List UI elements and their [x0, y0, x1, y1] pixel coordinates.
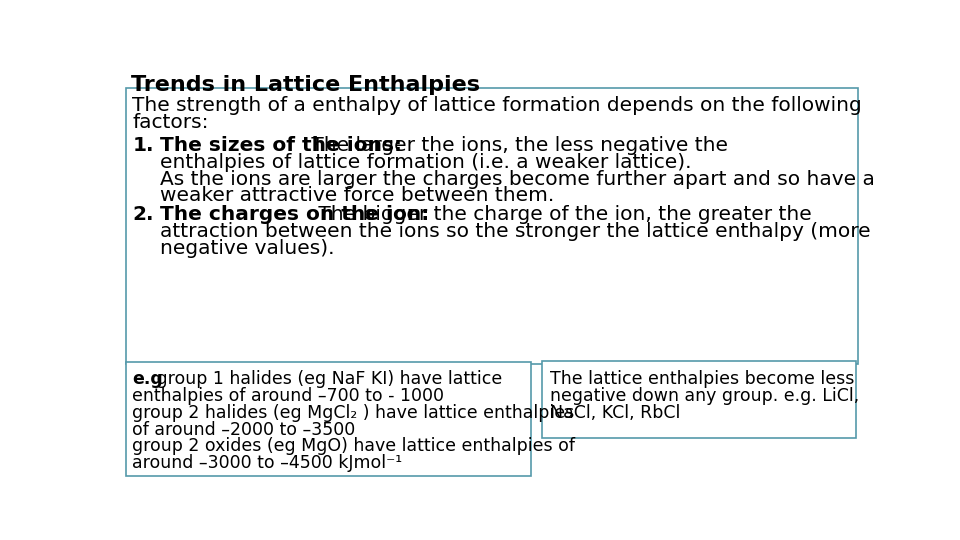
Text: The strength of a enthalpy of lattice formation depends on the following: The strength of a enthalpy of lattice fo… [132, 96, 862, 114]
Text: The sizes of the ions:: The sizes of the ions: [160, 136, 402, 154]
Text: negative values).: negative values). [160, 239, 335, 258]
Text: 2.: 2. [132, 205, 154, 224]
Text: negative down any group. e.g. LiCl,: negative down any group. e.g. LiCl, [550, 387, 859, 404]
Text: attraction between the ions so the stronger the lattice enthalpy (more: attraction between the ions so the stron… [160, 222, 871, 241]
Text: 1.: 1. [132, 136, 154, 154]
Text: group 2 oxides (eg MgO) have lattice enthalpies of: group 2 oxides (eg MgO) have lattice ent… [132, 437, 575, 455]
Text: Trends in Lattice Enthalpies: Trends in Lattice Enthalpies [131, 75, 480, 95]
Text: factors:: factors: [132, 112, 209, 132]
Text: e.g: e.g [132, 370, 163, 388]
Text: group 2 halides (eg MgCl₂ ) have lattice enthalpies: group 2 halides (eg MgCl₂ ) have lattice… [132, 403, 575, 422]
Text: enthalpies of around –700 to - 1000: enthalpies of around –700 to - 1000 [132, 387, 444, 404]
Text: The larger the ions, the less negative the: The larger the ions, the less negative t… [305, 136, 729, 154]
Text: The bigger the charge of the ion, the greater the: The bigger the charge of the ion, the gr… [312, 205, 811, 224]
FancyBboxPatch shape [126, 88, 858, 363]
Text: The charges on the ion:: The charges on the ion: [160, 205, 429, 224]
FancyBboxPatch shape [542, 361, 856, 438]
Text: around –3000 to –4500 kJmol⁻¹: around –3000 to –4500 kJmol⁻¹ [132, 455, 402, 472]
Text: NaCl, KCl, RbCl: NaCl, KCl, RbCl [550, 403, 681, 422]
FancyBboxPatch shape [126, 362, 531, 476]
Text: The lattice enthalpies become less: The lattice enthalpies become less [550, 370, 854, 388]
Text: group 1 halides (eg NaF KI) have lattice: group 1 halides (eg NaF KI) have lattice [151, 370, 502, 388]
Text: weaker attractive force between them.: weaker attractive force between them. [160, 186, 555, 205]
Text: of around –2000 to –3500: of around –2000 to –3500 [132, 421, 355, 438]
Text: enthalpies of lattice formation (i.e. a weaker lattice).: enthalpies of lattice formation (i.e. a … [160, 153, 692, 172]
Text: As the ions are larger the charges become further apart and so have a: As the ions are larger the charges becom… [160, 170, 876, 188]
